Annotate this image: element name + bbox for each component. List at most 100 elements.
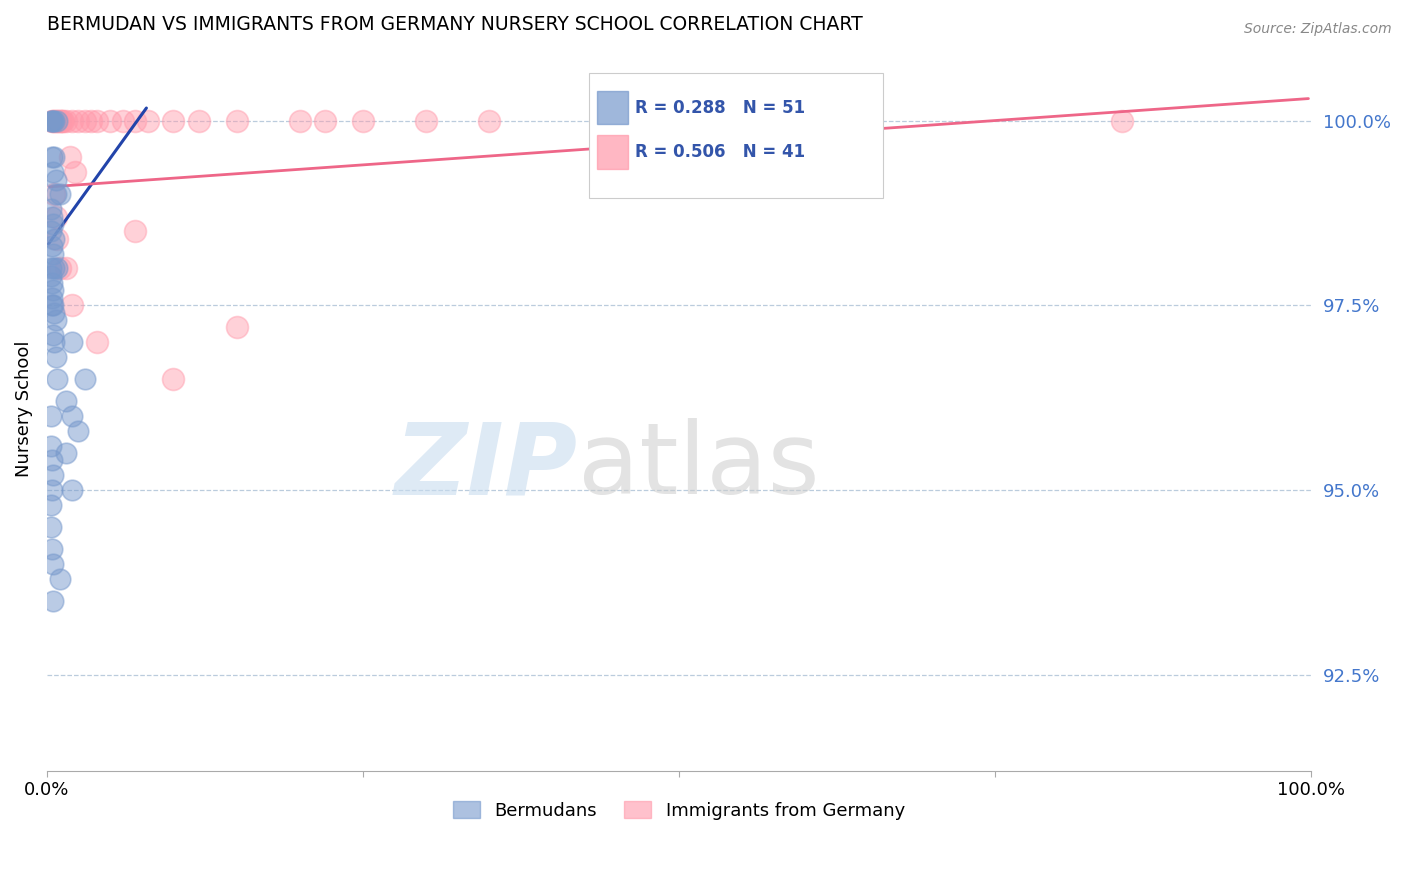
Point xyxy=(55,261,77,276)
Point xyxy=(46,261,69,276)
Point xyxy=(67,113,90,128)
Point xyxy=(45,350,67,364)
Point xyxy=(60,298,83,312)
Point xyxy=(44,261,66,276)
Point xyxy=(39,498,62,512)
Point xyxy=(42,217,65,231)
Point xyxy=(225,320,247,334)
Text: ZIP: ZIP xyxy=(395,418,578,515)
Point xyxy=(73,113,96,128)
Point xyxy=(73,372,96,386)
Point xyxy=(41,113,63,128)
Text: R = 0.288   N = 51: R = 0.288 N = 51 xyxy=(634,99,804,117)
Point xyxy=(39,520,62,534)
Point xyxy=(41,483,63,497)
Point xyxy=(415,113,437,128)
Point xyxy=(41,113,63,128)
Point xyxy=(41,542,63,557)
Point xyxy=(45,187,67,202)
Point xyxy=(46,113,69,128)
Point xyxy=(46,372,69,386)
Point xyxy=(60,335,83,350)
Point xyxy=(162,372,184,386)
Point xyxy=(42,165,65,179)
Point xyxy=(41,239,63,253)
Point xyxy=(42,113,65,128)
Text: R = 0.506   N = 41: R = 0.506 N = 41 xyxy=(634,144,804,161)
Point xyxy=(124,224,146,238)
Point xyxy=(42,468,65,483)
Legend: Bermudans, Immigrants from Germany: Bermudans, Immigrants from Germany xyxy=(446,794,912,827)
Point xyxy=(44,187,66,202)
Point xyxy=(42,557,65,571)
Point xyxy=(136,113,159,128)
Point xyxy=(44,151,66,165)
Text: Source: ZipAtlas.com: Source: ZipAtlas.com xyxy=(1244,22,1392,37)
Point xyxy=(44,113,66,128)
Bar xyxy=(598,91,628,124)
Point xyxy=(48,572,70,586)
Point xyxy=(288,113,311,128)
Point xyxy=(45,313,67,327)
Point xyxy=(45,172,67,186)
Point xyxy=(39,268,62,283)
Point xyxy=(49,113,72,128)
Point xyxy=(42,113,65,128)
Point xyxy=(52,113,75,128)
Point xyxy=(314,113,336,128)
Text: atlas: atlas xyxy=(578,418,820,515)
Point xyxy=(162,113,184,128)
Point xyxy=(39,113,62,128)
Bar xyxy=(598,136,628,169)
Point xyxy=(124,113,146,128)
Point xyxy=(86,335,108,350)
Point xyxy=(187,113,209,128)
Point xyxy=(44,335,66,350)
Point xyxy=(42,246,65,260)
Point xyxy=(80,113,103,128)
Point xyxy=(225,113,247,128)
Point xyxy=(45,113,67,128)
Text: BERMUDAN VS IMMIGRANTS FROM GERMANY NURSERY SCHOOL CORRELATION CHART: BERMUDAN VS IMMIGRANTS FROM GERMANY NURS… xyxy=(46,15,863,34)
Point xyxy=(55,394,77,409)
Point xyxy=(39,224,62,238)
Point xyxy=(39,202,62,217)
Point xyxy=(60,409,83,423)
Point xyxy=(60,483,83,497)
Point xyxy=(48,113,70,128)
Point xyxy=(42,284,65,298)
Point xyxy=(1111,113,1133,128)
Point xyxy=(63,165,86,179)
Point xyxy=(59,151,82,165)
Point xyxy=(39,409,62,423)
Point xyxy=(42,298,65,312)
Point xyxy=(55,113,77,128)
Point xyxy=(39,439,62,453)
Point xyxy=(48,261,70,276)
Point xyxy=(48,187,70,202)
Point xyxy=(41,210,63,224)
Point xyxy=(42,327,65,342)
Point xyxy=(41,151,63,165)
Point xyxy=(51,113,73,128)
Point xyxy=(41,453,63,467)
Point xyxy=(46,232,69,246)
Point xyxy=(41,276,63,290)
Point xyxy=(352,113,374,128)
Point xyxy=(60,113,83,128)
Point xyxy=(42,594,65,608)
Point xyxy=(46,113,69,128)
Y-axis label: Nursery School: Nursery School xyxy=(15,341,32,477)
Point xyxy=(46,113,69,128)
Point xyxy=(45,210,67,224)
Point xyxy=(111,113,134,128)
Point xyxy=(41,291,63,305)
Point xyxy=(44,305,66,319)
Point xyxy=(44,113,66,128)
FancyBboxPatch shape xyxy=(589,72,883,198)
Point xyxy=(98,113,121,128)
Point xyxy=(86,113,108,128)
Point xyxy=(39,261,62,276)
Point xyxy=(41,298,63,312)
Point xyxy=(67,424,90,438)
